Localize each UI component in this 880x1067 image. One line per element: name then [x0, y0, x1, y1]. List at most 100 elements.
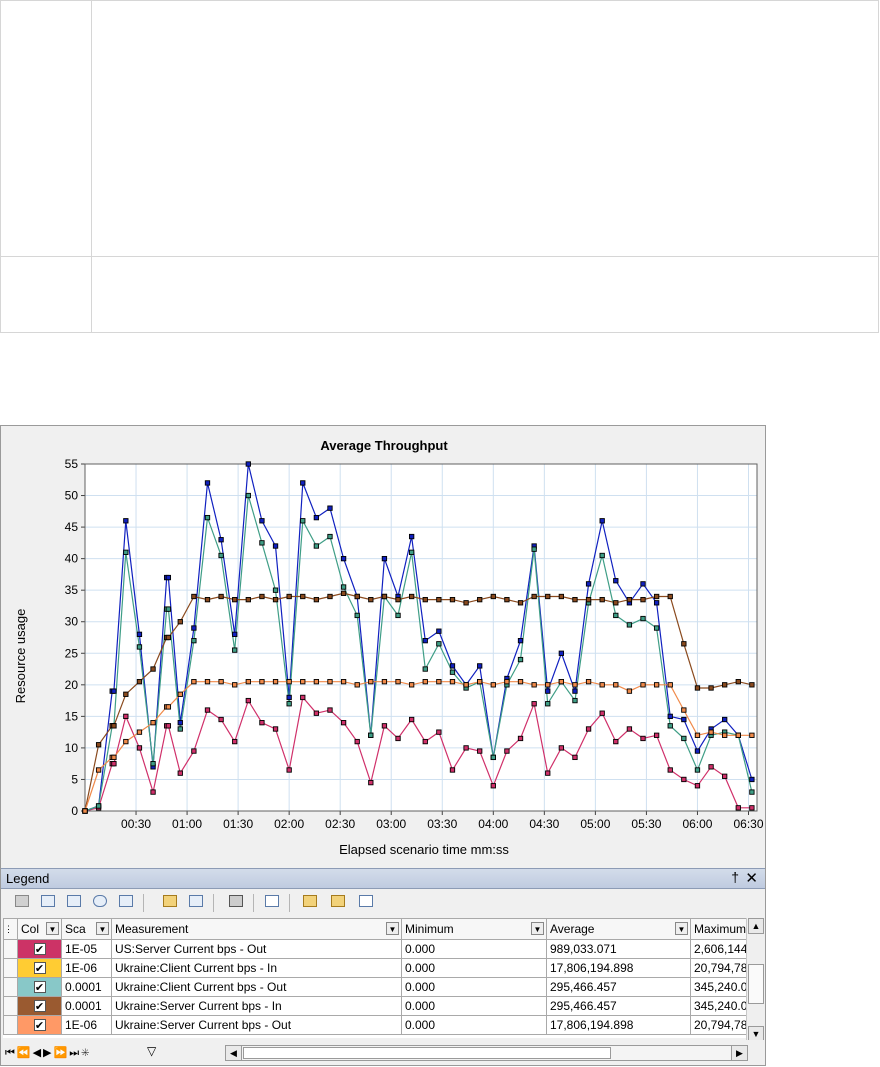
measurement-cell: Ukraine:Client Current bps - Out	[111, 977, 402, 997]
series-line	[84, 592, 753, 812]
toolbar-separator	[289, 894, 290, 912]
legend-row[interactable]: ✔ 1E-05 US:Server Current bps - Out 0.000 98…	[3, 939, 752, 959]
y-tick-label: 5	[71, 772, 78, 786]
data-point	[667, 767, 673, 773]
data-point	[572, 754, 578, 761]
column-header-maximum[interactable]: Maximum	[689, 918, 752, 940]
data-point	[408, 593, 415, 600]
data-point	[259, 593, 265, 600]
show-hide-icon[interactable]	[39, 895, 56, 911]
show-only-selected-icon[interactable]	[65, 895, 82, 911]
y-axis-label: Resource usage	[13, 609, 28, 704]
data-point	[191, 748, 197, 754]
data-point	[477, 663, 483, 669]
export-icon[interactable]	[161, 895, 178, 911]
data-point	[681, 735, 687, 742]
visibility-checkbox[interactable]: ✔	[33, 962, 46, 975]
data-point	[381, 593, 388, 600]
data-point	[354, 593, 360, 600]
data-point	[653, 593, 660, 600]
y-tick-label: 15	[65, 709, 79, 723]
data-point	[408, 716, 415, 723]
chevron-down-icon[interactable]: ▼	[675, 922, 688, 935]
select-all-icon[interactable]	[301, 895, 318, 911]
column-header-color[interactable]: Col ▼	[17, 918, 62, 940]
data-point	[368, 679, 374, 685]
close-icon[interactable]: ✕	[745, 870, 758, 887]
column-header-measurement[interactable]: Measurement ▼	[111, 918, 402, 940]
row-selector	[3, 977, 18, 997]
chevron-down-icon[interactable]: ▼	[96, 922, 109, 935]
data-point	[408, 549, 415, 555]
data-point	[585, 596, 592, 603]
scroll-left-icon[interactable]: ◀	[226, 1046, 242, 1060]
data-point	[165, 634, 172, 641]
scroll-thumb[interactable]	[748, 964, 764, 1004]
horizontal-scrollbar[interactable]: ◀ ▶	[225, 1045, 748, 1061]
chevron-down-icon[interactable]: ▼	[386, 922, 399, 935]
scroll-up-icon[interactable]: ▲	[748, 918, 764, 934]
filter-icon[interactable]	[117, 895, 134, 911]
copy-icon[interactable]	[187, 895, 204, 911]
column-header-scale[interactable]: Sca ▼	[61, 918, 112, 940]
data-point	[111, 688, 117, 694]
scroll-right-icon[interactable]: ▶	[731, 1046, 747, 1060]
table-cell	[91, 256, 879, 333]
data-point	[599, 552, 605, 559]
data-point	[327, 593, 333, 600]
data-point	[408, 682, 415, 688]
data-point	[300, 518, 306, 524]
data-point	[545, 688, 551, 694]
save-icon[interactable]	[357, 895, 374, 911]
scale-icon[interactable]	[329, 895, 346, 911]
visibility-checkbox[interactable]: ✔	[33, 981, 46, 994]
column-header-average[interactable]: Average ▼	[546, 918, 691, 940]
average-cell: 17,806,194.898	[546, 958, 691, 978]
legend-row[interactable]: ✔ 1E-06 Ukraine:Server Current bps - Out 0.…	[3, 1015, 752, 1035]
data-point	[191, 593, 197, 600]
row-selector-header[interactable]: ⋮	[3, 918, 18, 940]
toolbar-separator	[213, 894, 214, 912]
configure-icon[interactable]	[13, 895, 30, 911]
data-point	[477, 748, 483, 754]
data-point	[111, 754, 117, 761]
visibility-checkbox[interactable]: ✔	[33, 943, 46, 956]
legend-grid: ⋮ Col ▼ Sca ▼ Measurement ▼ Minimum ▼ Averag…	[3, 918, 763, 1038]
data-point	[313, 596, 320, 603]
scroll-thumb[interactable]	[243, 1047, 611, 1059]
data-point	[165, 704, 172, 710]
data-point	[204, 707, 211, 713]
columns-icon[interactable]	[263, 895, 280, 911]
chevron-down-icon[interactable]: ▼	[531, 922, 544, 935]
data-point	[545, 701, 551, 707]
data-point	[204, 480, 211, 486]
visibility-checkbox[interactable]: ✔	[33, 1019, 46, 1032]
record-navigator[interactable]: ⏮⏪◀▶⏩⏭✳	[5, 1047, 92, 1059]
maximum-cell: 345,240.0	[689, 977, 752, 997]
legend-row[interactable]: ✔ 0.0001 Ukraine:Server Current bps - In 0.…	[3, 996, 752, 1016]
legend-row[interactable]: ✔ 1E-06 Ukraine:Client Current bps - In 0.0…	[3, 958, 752, 978]
scale-cell: 1E-06	[61, 958, 112, 978]
data-point	[749, 789, 755, 795]
data-point	[422, 638, 428, 644]
measurement-cell: Ukraine:Server Current bps - Out	[111, 1015, 402, 1035]
visibility-checkbox[interactable]: ✔	[33, 1000, 46, 1013]
vertical-scrollbar[interactable]: ▲ ▼	[746, 918, 765, 1048]
pin-icon[interactable]: †	[731, 869, 739, 885]
data-point	[517, 638, 524, 644]
chevron-down-icon[interactable]: ▼	[46, 922, 59, 935]
data-point	[177, 720, 183, 726]
y-tick-label: 55	[65, 457, 79, 471]
data-point	[286, 593, 292, 600]
legend-row[interactable]: ✔ 0.0001 Ukraine:Client Current bps - Out 0…	[3, 977, 752, 997]
column-header-minimum[interactable]: Minimum ▼	[401, 918, 547, 940]
data-point	[735, 679, 741, 685]
y-tick-label: 40	[65, 552, 79, 566]
data-point	[477, 679, 483, 685]
print-icon[interactable]	[227, 895, 244, 911]
find-icon[interactable]	[91, 895, 108, 911]
series-line	[84, 696, 752, 812]
y-tick-label: 35	[65, 583, 79, 597]
filter-icon[interactable]: ▽	[147, 1044, 157, 1058]
data-point	[667, 682, 673, 688]
